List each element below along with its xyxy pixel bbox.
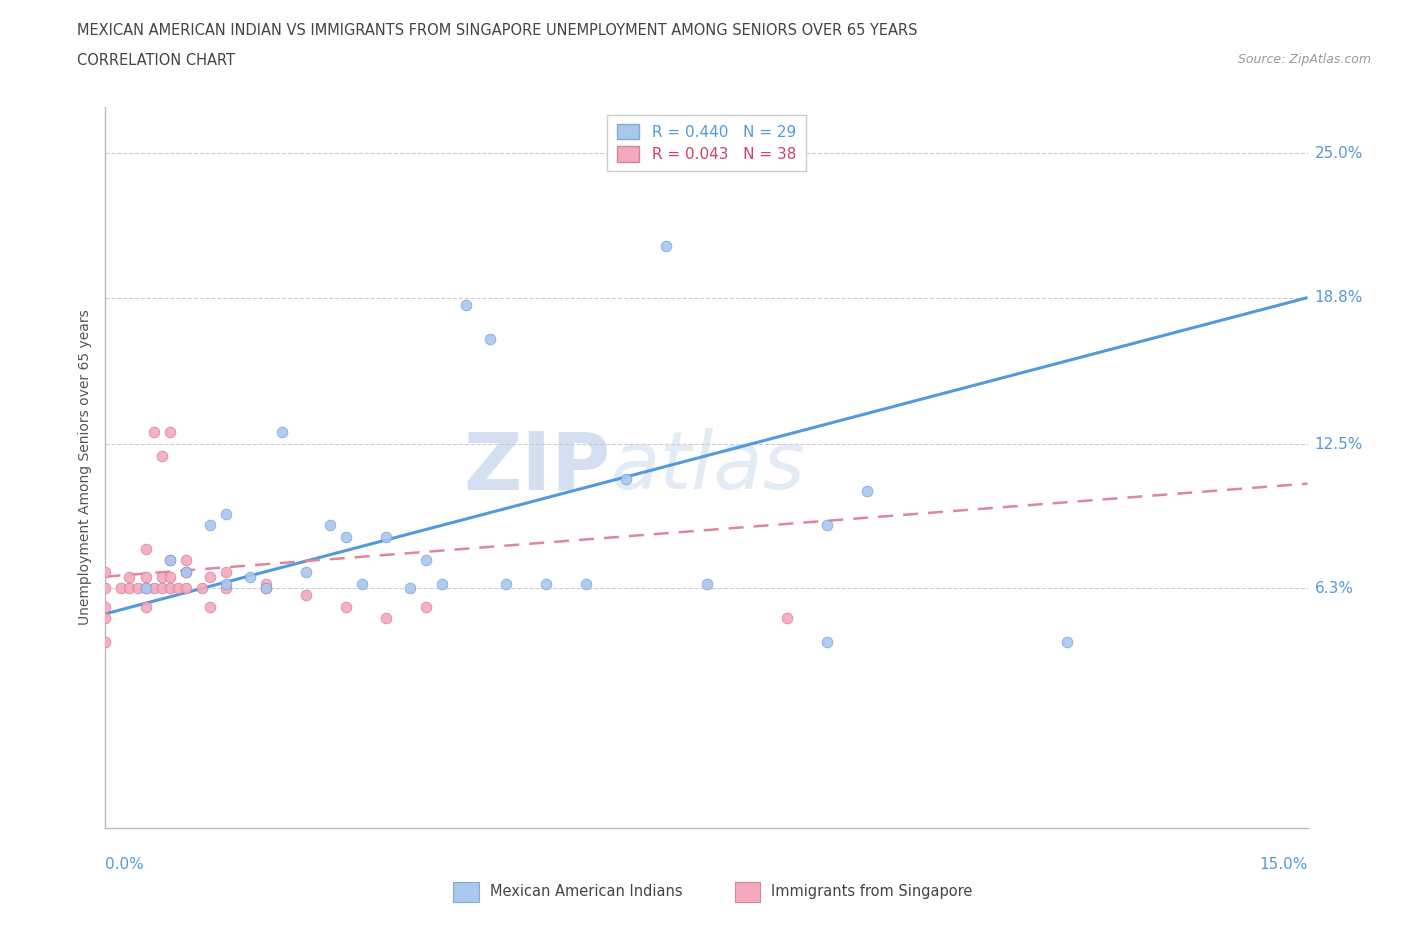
Point [214,565,236,579]
Point [495,577,517,591]
Point [254,580,277,596]
Point [159,580,181,596]
Point [198,600,221,615]
Point [454,298,477,312]
Point [174,552,197,567]
Point [374,611,398,626]
Point [94,611,117,626]
Text: 18.8%: 18.8% [1315,290,1362,305]
Point [135,600,157,615]
Text: MEXICAN AMERICAN INDIAN VS IMMIGRANTS FROM SINGAPORE UNEMPLOYMENT AMONG SENIORS : MEXICAN AMERICAN INDIAN VS IMMIGRANTS FR… [77,23,918,38]
Point [815,634,838,649]
Point [534,577,557,591]
Point [94,634,117,649]
Point [135,580,157,596]
Text: atlas: atlas [610,429,806,506]
Point [415,600,437,615]
Point [254,580,277,596]
Point [655,239,678,254]
Legend:  R = 0.440   N = 29,  R = 0.043   N = 38: R = 0.440 N = 29, R = 0.043 N = 38 [607,114,806,171]
Point [374,530,398,545]
Text: ZIP: ZIP [463,429,610,506]
Point [270,425,292,440]
Point [174,580,197,596]
Point [198,518,221,533]
Text: CORRELATION CHART: CORRELATION CHART [77,53,235,68]
Point [135,580,157,596]
Point [319,518,342,533]
Point [214,577,236,591]
Point [94,565,117,579]
Point [127,580,149,596]
Point [118,569,141,584]
Point [415,552,437,567]
Point [135,569,157,584]
Point [174,565,197,579]
Point [815,518,838,533]
Point [855,484,877,498]
Point [350,577,373,591]
Point [335,600,357,615]
Point [430,577,453,591]
Point [142,580,165,596]
Point [150,448,173,463]
Point [135,541,157,556]
Point [214,507,236,522]
Point [214,580,236,596]
Text: Immigrants from Singapore: Immigrants from Singapore [772,884,973,899]
Point [295,565,318,579]
Text: 15.0%: 15.0% [1260,857,1308,872]
Point [150,580,173,596]
Point [150,569,173,584]
Point [479,332,502,347]
Point [696,577,718,591]
Point [776,611,799,626]
Point [118,580,141,596]
Text: 25.0%: 25.0% [1315,146,1362,161]
Y-axis label: Unemployment Among Seniors over 65 years: Unemployment Among Seniors over 65 years [77,310,91,625]
Point [110,580,132,596]
Point [159,552,181,567]
Point [575,577,598,591]
Point [190,580,212,596]
Point [159,425,181,440]
Point [1056,634,1078,649]
Text: 12.5%: 12.5% [1315,436,1362,452]
Point [295,588,318,603]
Point [142,425,165,440]
Point [254,577,277,591]
Point [198,569,221,584]
Text: Source: ZipAtlas.com: Source: ZipAtlas.com [1237,53,1371,66]
Text: 6.3%: 6.3% [1315,580,1354,596]
Point [239,569,262,584]
Text: 0.0%: 0.0% [105,857,145,872]
Point [174,565,197,579]
Point [159,569,181,584]
Point [399,580,422,596]
Point [166,580,188,596]
Point [616,472,638,486]
Point [335,530,357,545]
Point [159,552,181,567]
Point [94,600,117,615]
Text: Mexican American Indians: Mexican American Indians [491,884,683,899]
Point [94,580,117,596]
